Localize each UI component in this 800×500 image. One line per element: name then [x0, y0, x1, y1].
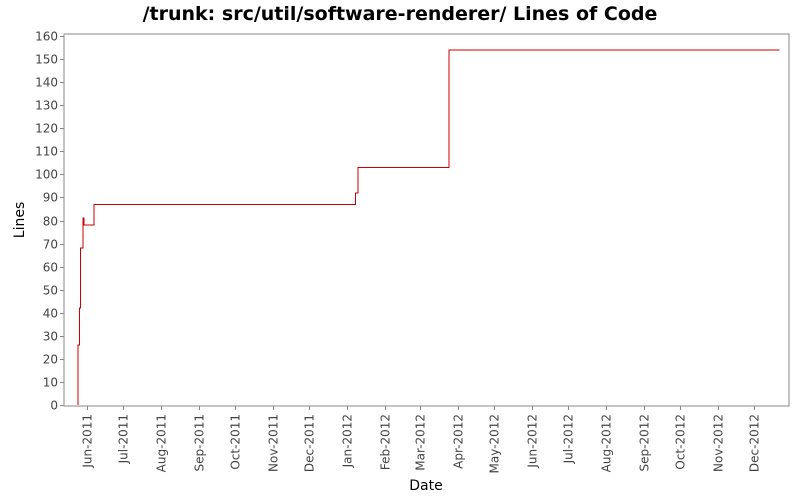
y-tick-label: 90 [43, 191, 58, 205]
y-tick-label: 140 [35, 76, 58, 90]
y-tick-label: 10 [43, 376, 58, 390]
x-tick-label: Jul-2012 [562, 414, 576, 464]
x-tick-label: Jan-2012 [341, 414, 355, 468]
y-tick-label: 110 [35, 145, 58, 159]
x-tick-label: Sep-2011 [193, 414, 207, 472]
y-tick-label: 40 [43, 307, 58, 321]
x-tick-label: Feb-2012 [379, 414, 393, 470]
x-tick-label: Aug-2012 [600, 414, 614, 472]
series-layer [77, 49, 780, 405]
y-tick-label: 130 [35, 99, 58, 113]
x-tick-label: Jun-2011 [81, 414, 95, 469]
x-tick-label: Jun-2012 [526, 414, 540, 469]
y-axis-label: Lines [12, 202, 28, 238]
x-axis-label: Date [409, 478, 442, 494]
y-tick-label: 0 [50, 399, 58, 413]
x-tick-label: Nov-2011 [267, 414, 281, 472]
y-tick-label: 20 [43, 353, 58, 367]
y-tick-label: 150 [35, 53, 58, 67]
x-tick-label: Dec-2011 [303, 414, 317, 472]
x-tick-label: Dec-2012 [748, 414, 762, 472]
x-tick-label: Sep-2012 [638, 414, 652, 472]
chart-title: /trunk: src/util/software-renderer/ Line… [143, 3, 658, 25]
plot-area [63, 33, 790, 407]
x-tick-label: Oct-2012 [674, 414, 688, 470]
x-tick-label: May-2012 [488, 414, 502, 473]
x-tick-label: Apr-2012 [452, 414, 466, 469]
x-tick-label: Oct-2011 [229, 414, 243, 470]
y-tick-label: 50 [43, 284, 58, 298]
x-tick-label: Aug-2011 [155, 414, 169, 472]
x-tick-label: Jul-2011 [117, 414, 131, 464]
y-tick-label: 80 [43, 215, 58, 229]
y-tick-label: 160 [35, 30, 58, 44]
y-axis: 0 10 20 30 40 50 60 70 80 90 100 110 120 130 140 150 160 [35, 30, 64, 413]
x-tick-label: Mar-2012 [414, 414, 428, 471]
y-tick-label: 70 [43, 238, 58, 252]
y-tick-label: 30 [43, 330, 58, 344]
y-tick-label: 60 [43, 261, 58, 275]
x-tick-label: Nov-2012 [712, 414, 726, 472]
y-tick-label: 100 [35, 168, 58, 182]
series-line [77, 49, 780, 405]
x-axis: Jun-2011 Jul-2011 Aug-2011 Sep-2011 Oct-2011… [81, 406, 762, 473]
y-tick-label: 120 [35, 122, 58, 136]
